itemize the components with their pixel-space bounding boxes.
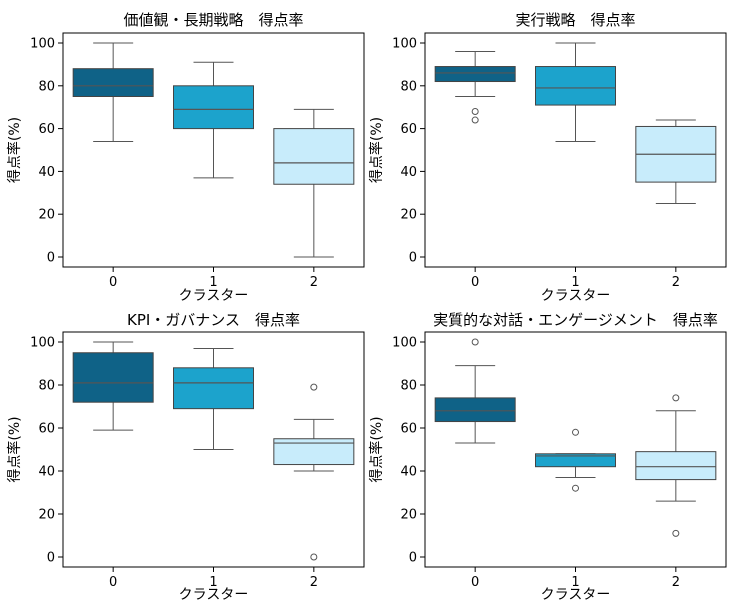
- y-tick-label: 0: [409, 551, 417, 566]
- y-tick-label: 20: [38, 508, 55, 523]
- y-tick-label: 20: [400, 208, 417, 223]
- x-axis-title: クラスター: [179, 587, 249, 603]
- box-cluster-0: [72, 68, 154, 97]
- chart-title: 実質的な対話・エンゲージメント 得点率: [433, 311, 718, 329]
- outlier-point: [310, 383, 318, 391]
- x-axis-title: クラスター: [179, 288, 249, 304]
- x-axis-title: クラスター: [541, 587, 611, 603]
- panel-kpi-governance: KPI・ガバナンス 得点率 0 20 40 60 80 100 得点率(%) 0 1 2 クラスター: [6, 311, 365, 603]
- x-tick-label: 0: [471, 575, 479, 590]
- box-cluster-2: [273, 128, 355, 185]
- y-axis-title: 得点率(%): [6, 117, 23, 183]
- box-cluster-1: [173, 85, 254, 130]
- y-tick-label: 0: [47, 251, 55, 266]
- outlier-point: [471, 107, 479, 115]
- x-tick-label: 1: [571, 575, 579, 590]
- y-tick-label: 40: [400, 465, 417, 480]
- x-tick-label: 2: [310, 575, 318, 590]
- y-tick-label: 60: [400, 422, 417, 437]
- y-axis-title: 得点率(%): [368, 117, 385, 183]
- box-cluster-2: [635, 451, 717, 481]
- x-tick-label: 0: [109, 575, 117, 590]
- chart-title: KPI・ガバナンス 得点率: [127, 311, 300, 329]
- x-tick-label: 2: [672, 575, 680, 590]
- y-tick-label: 0: [47, 551, 55, 566]
- panel-value-long-term-strategy: 価値観・長期戦略 得点率 0 20 40 60 80 100 得点率(%) 0 1 2 クラスター: [6, 11, 365, 304]
- box-cluster-1: [535, 453, 616, 468]
- x-tick-label: 0: [471, 275, 479, 290]
- y-tick-label: 80: [38, 379, 55, 394]
- plot-frame: [424, 331, 727, 568]
- y-tick-label: 60: [400, 122, 417, 137]
- box-cluster-0: [434, 66, 516, 83]
- outlier-point: [471, 338, 479, 346]
- outlier-point: [471, 116, 479, 124]
- y-axis-title: 得点率(%): [6, 416, 23, 482]
- y-tick-label: 60: [38, 122, 55, 137]
- y-tick-label: 40: [38, 165, 55, 180]
- chart-title: 実行戦略 得点率: [515, 11, 635, 29]
- x-tick-label: 0: [109, 275, 117, 290]
- y-tick-label: 40: [400, 165, 417, 180]
- chart-title: 価値観・長期戦略 得点率: [123, 11, 303, 29]
- x-tick-label: 1: [209, 275, 217, 290]
- x-tick-label: 1: [209, 575, 217, 590]
- y-tick-label: 0: [409, 251, 417, 266]
- y-tick-label: 100: [392, 336, 417, 351]
- y-tick-label: 100: [30, 37, 55, 52]
- y-tick-label: 40: [38, 465, 55, 480]
- panel-dialogue-engagement: 実質的な対話・エンゲージメント 得点率 0 20 40 60 80 100 得点率(%) 0 1 2…: [368, 311, 727, 603]
- outlier-point: [572, 484, 579, 492]
- panel-execution-strategy: 実行戦略 得点率 0 20 40 60 80 100 得点率(%) 0 1 2 クラスター: [368, 11, 727, 304]
- y-tick-label: 20: [400, 508, 417, 523]
- outlier-point: [310, 553, 318, 561]
- y-axis-title: 得点率(%): [368, 416, 385, 482]
- outlier-point: [672, 529, 680, 537]
- box-cluster-1: [535, 66, 616, 106]
- x-tick-label: 1: [571, 275, 579, 290]
- y-tick-label: 80: [400, 379, 417, 394]
- box-cluster-0: [72, 352, 154, 403]
- box-cluster-1: [173, 367, 254, 410]
- y-tick-label: 20: [38, 208, 55, 223]
- y-tick-label: 60: [38, 422, 55, 437]
- y-tick-label: 100: [30, 336, 55, 351]
- x-tick-label: 2: [672, 275, 680, 290]
- outlier-point: [572, 428, 579, 436]
- box-cluster-0: [434, 397, 516, 423]
- x-axis-title: クラスター: [541, 288, 611, 304]
- y-tick-label: 100: [392, 37, 417, 52]
- y-tick-label: 80: [38, 79, 55, 94]
- outlier-point: [672, 394, 680, 402]
- x-tick-label: 2: [310, 275, 318, 290]
- y-tick-label: 80: [400, 79, 417, 94]
